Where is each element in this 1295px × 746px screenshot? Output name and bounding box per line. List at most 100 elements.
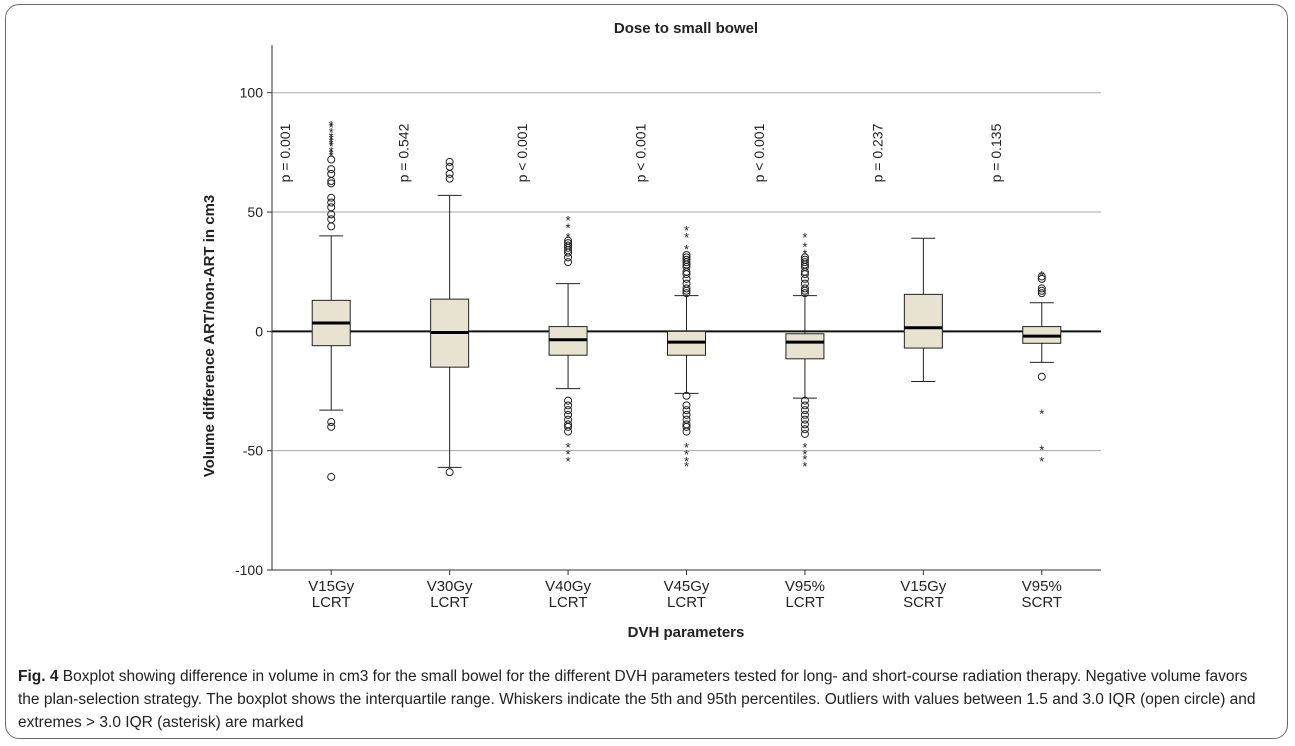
extreme-asterisk: * (802, 230, 807, 245)
x-axis-label: DVH parameters (628, 624, 745, 641)
extreme-asterisk: * (802, 447, 807, 462)
extreme-asterisk: * (1039, 268, 1044, 283)
x-tick-label-line2: SCRT (1022, 594, 1063, 611)
outlier-circle (1037, 284, 1046, 293)
extreme-asterisk: * (1039, 454, 1044, 469)
outlier-circle (564, 236, 573, 245)
extreme-asterisk: * (684, 447, 689, 462)
caption-label: Fig. 4 (18, 668, 59, 685)
y-tick-label: 0 (255, 323, 263, 339)
outlier-circle (564, 239, 573, 248)
outlier-circle (327, 422, 336, 431)
outlier-circle (327, 215, 336, 224)
x-tick-label-line2: LCRT (312, 594, 351, 611)
outlier-circle (682, 427, 691, 436)
iqr-box (903, 293, 943, 349)
x-tick-label-line1: V30Gy (427, 578, 473, 595)
outlier-circle (682, 284, 691, 293)
outlier-circle (682, 391, 691, 400)
extreme-asterisk: * (1039, 407, 1044, 422)
extreme-asterisk: * (566, 213, 571, 228)
iqr-box (785, 333, 825, 360)
extreme-asterisk: * (566, 230, 571, 245)
x-tick-label-line1: V95% (785, 578, 825, 595)
outlier-circle (445, 174, 454, 183)
extreme-asterisk: * (329, 149, 334, 164)
outlier-circle (682, 422, 691, 431)
y-axis-label: Volume difference ART/non-ART in cm3 (201, 195, 218, 478)
extreme-asterisk: * (684, 459, 689, 474)
outlier-circle (800, 425, 809, 434)
y-tick-label: -50 (243, 443, 263, 459)
extreme-asterisk: * (802, 459, 807, 474)
outlier-circle (327, 418, 336, 427)
y-tick-label: -100 (235, 562, 263, 578)
x-tick-label-line1: V15Gy (900, 578, 946, 595)
extreme-asterisk: * (329, 125, 334, 140)
outlier-circle (800, 415, 809, 424)
outlier-circle (800, 396, 809, 405)
outlier-circle (800, 401, 809, 410)
outlier-circle (800, 429, 809, 438)
x-tick-label-line1: V15Gy (308, 578, 354, 595)
outlier-circle (564, 410, 573, 419)
x-tick-label-line2: LCRT (430, 594, 469, 611)
caption-text: Boxplot showing difference in volume in … (18, 668, 1256, 731)
outlier-circle (682, 255, 691, 264)
outlier-circle (682, 410, 691, 419)
p-value-label: p = 0.135 (988, 123, 1004, 182)
outlier-circle (1037, 289, 1046, 298)
extreme-asterisk: * (684, 242, 689, 257)
outlier-circle (682, 289, 691, 298)
outlier-circle (564, 241, 573, 250)
outlier-circle (564, 258, 573, 267)
outlier-circle (800, 289, 809, 298)
y-tick-label: 50 (247, 204, 263, 220)
extreme-asterisk: * (684, 454, 689, 469)
extreme-asterisk: * (802, 239, 807, 254)
outlier-circle (800, 255, 809, 264)
outlier-circle (564, 396, 573, 405)
x-tick-label-line2: SCRT (903, 594, 944, 611)
extreme-asterisk: * (329, 144, 334, 159)
outlier-circle (682, 279, 691, 288)
outlier-circle (564, 406, 573, 415)
p-value-label: p = 0.237 (869, 123, 885, 182)
outlier-circle (327, 169, 336, 178)
figure-caption: Fig. 4 Boxplot showing difference in vol… (18, 665, 1273, 734)
outlier-circle (327, 222, 336, 231)
outlier-circle (327, 193, 336, 202)
outlier-circle (327, 165, 336, 174)
outlier-circle (445, 169, 454, 178)
extreme-asterisk: * (566, 220, 571, 235)
outlier-circle (327, 472, 336, 481)
x-tick-label-line2: LCRT (549, 594, 588, 611)
outlier-circle (445, 157, 454, 166)
extreme-asterisk: * (329, 134, 334, 149)
outlier-circle (564, 422, 573, 431)
extreme-asterisk: * (802, 247, 807, 262)
p-value-label: p < 0.001 (751, 123, 767, 182)
outlier-circle (1037, 272, 1046, 281)
outlier-circle (1037, 274, 1046, 283)
extreme-asterisk: * (329, 118, 334, 133)
outlier-circle (800, 410, 809, 419)
p-value-label: p < 0.001 (514, 123, 530, 182)
extreme-asterisk: * (566, 440, 571, 455)
outlier-circle (800, 279, 809, 288)
outlier-circle (327, 179, 336, 188)
extreme-asterisk: * (684, 230, 689, 245)
chart-title: Dose to small bowel (614, 20, 758, 37)
x-tick-label-line2: LCRT (785, 594, 824, 611)
outlier-circle (800, 258, 809, 267)
p-value-label: p = 0.001 (277, 123, 293, 182)
extreme-asterisk: * (566, 454, 571, 469)
outlier-circle (1037, 286, 1046, 295)
outlier-circle (800, 253, 809, 262)
extreme-asterisk: * (329, 137, 334, 152)
outlier-circle (800, 420, 809, 429)
